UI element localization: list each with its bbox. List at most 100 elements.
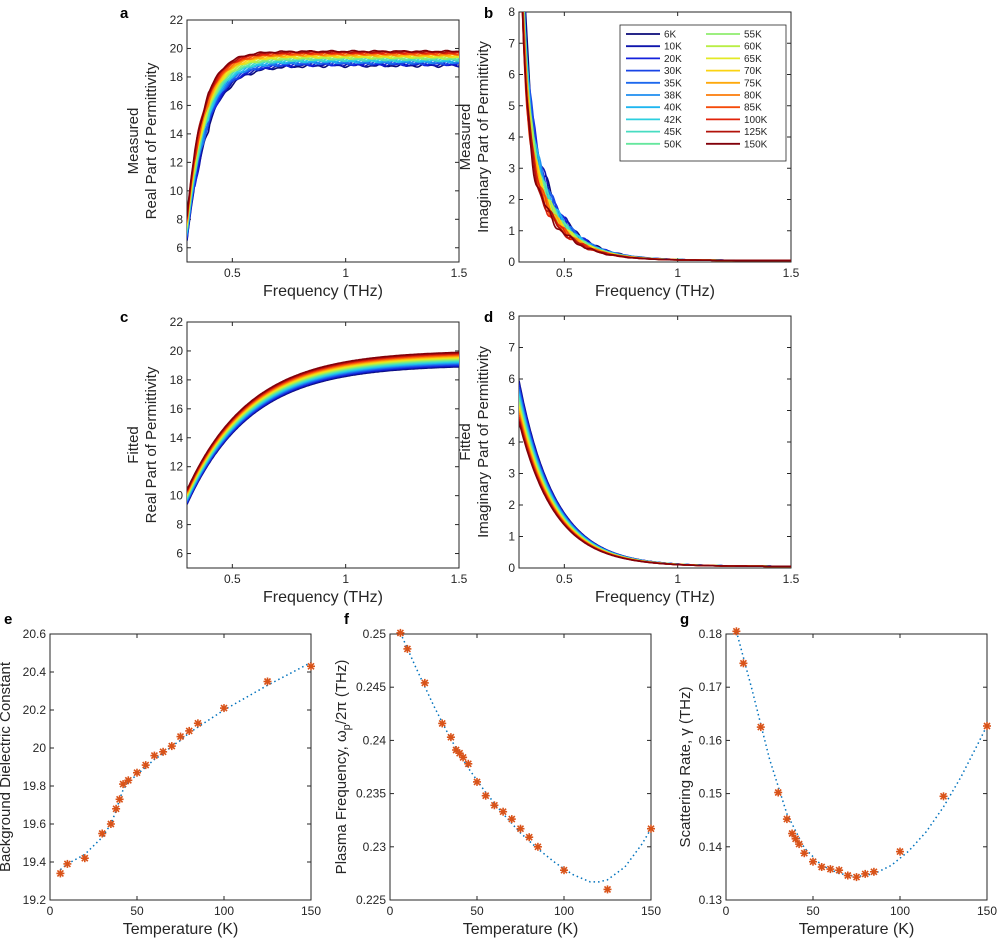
y-tick-label: 20 [33,741,47,755]
y-tick-label: 4 [508,435,515,449]
y-tick-label: 0.23 [363,840,387,854]
legend-label: 55K [744,30,762,41]
x-tick-label: 0 [723,904,730,918]
legend-label: 70K [744,66,762,77]
y-tick-label: 0.25 [363,627,387,641]
y-tick-label: 20 [170,41,184,55]
x-tick-label: 1 [674,572,681,586]
y-tick-label: 19.6 [23,817,47,831]
plot-area [725,633,988,901]
data-point [817,863,826,871]
y-axis-label: FittedReal Part of Permittivity [125,366,160,523]
y-axis-label-sub: p [341,724,353,730]
data-point [516,824,525,833]
series-line [187,55,459,227]
y-tick-label: 8 [508,5,515,19]
data-point [490,801,499,810]
series-line [187,57,459,231]
y-tick-label: 0.18 [699,627,723,641]
data-point [56,869,65,878]
data-point [396,628,405,637]
data-point [782,815,791,824]
y-tick-label: 20.2 [23,703,47,717]
x-axis-label: Frequency (THz) [263,283,383,300]
x-tick-label: 150 [977,904,997,918]
y-axis-label-line2: Imaginary Part of Permittivity [475,346,492,538]
panel-letter: f [344,611,350,628]
x-tick-label: 100 [890,904,910,918]
x-tick-label: 0 [387,904,394,918]
data-point [939,792,948,801]
data-point [150,751,159,760]
y-axis-label-line2: Real Part of Permittivity [143,366,160,523]
data-point [481,791,490,800]
data-point [420,678,429,687]
data-point [133,768,141,777]
y-tick-label: 0.17 [699,680,723,694]
data-point [800,849,809,858]
y-tick-label: 1 [508,530,515,544]
x-axis-label: Temperature (K) [463,921,579,938]
data-point [843,871,852,880]
data-point [473,777,481,786]
y-tick-label: 2 [508,193,515,207]
y-tick-label: 0.16 [699,733,723,747]
x-tick-label: 150 [641,904,661,918]
y-axis-label-line2: Real Part of Permittivity [143,62,160,219]
x-axis-label: Temperature (K) [123,921,239,938]
data-point [835,866,844,875]
legend-label: 42K [664,115,682,126]
legend-label: 30K [664,66,682,77]
y-tick-label: 6 [508,68,515,82]
data-point [533,842,542,851]
y-tick-label: 22 [170,13,184,27]
y-axis-label: Plasma Frequency, ωp/2π (THz) [333,660,353,875]
y-tick-label: 10 [170,489,184,503]
data-point [124,776,133,785]
y-tick-label: 5 [508,99,515,113]
data-point [499,807,508,816]
data-point [826,865,835,874]
y-axis-label-line1: Fitted [457,423,474,461]
y-tick-label: 20.4 [23,665,47,679]
x-axis-label: Frequency (THz) [595,283,715,300]
y-tick-label: 16 [170,98,184,112]
y-axis-label-line1: Measured [457,104,474,171]
y-axis-label: MeasuredImaginary Part of Permittivity [457,41,492,233]
data-point [852,873,861,882]
y-tick-label: 3 [508,467,515,481]
data-point [809,857,817,866]
panel-a: 0.5 1 1.5 6 8 10 12 14 16 18 20 22 Frequency (THz) a M… [120,5,468,300]
y-tick-label: 14 [170,431,184,445]
data-point [896,847,904,856]
y-axis-label-line1: Fitted [125,426,142,464]
y-tick-label: 10 [170,184,184,198]
y-tick-label: 18 [170,70,184,84]
y-tick-label: 12 [170,155,184,169]
y-tick-label: 0.225 [356,893,386,907]
y-tick-label: 20.6 [23,627,47,641]
y-tick-label: 19.4 [23,855,47,869]
x-tick-label: 1 [342,266,349,280]
y-tick-label: 0.14 [699,840,723,854]
panel-b: 0.5 1 1.5 0 1 2 3 4 5 6 7 8 Frequency (THz) b Measured… [457,5,800,300]
series-line [187,52,459,222]
y-tick-label: 8 [508,309,515,323]
x-tick-label: 1 [674,266,681,280]
y-tick-label: 16 [170,402,184,416]
curves [521,12,791,262]
x-tick-label: 0.5 [556,266,573,280]
x-tick-label: 50 [806,904,820,918]
y-tick-label: 8 [176,212,183,226]
curves [187,49,459,241]
x-tick-label: 100 [214,904,234,918]
data-point [459,753,468,762]
data-point [603,885,612,894]
y-tick-label: 20 [170,344,184,358]
x-tick-label: 0.5 [556,572,573,586]
legend-label: 45K [664,127,682,138]
panel-letter: a [120,5,129,22]
y-tick-label: 5 [508,404,515,418]
x-tick-label: 50 [470,904,484,918]
